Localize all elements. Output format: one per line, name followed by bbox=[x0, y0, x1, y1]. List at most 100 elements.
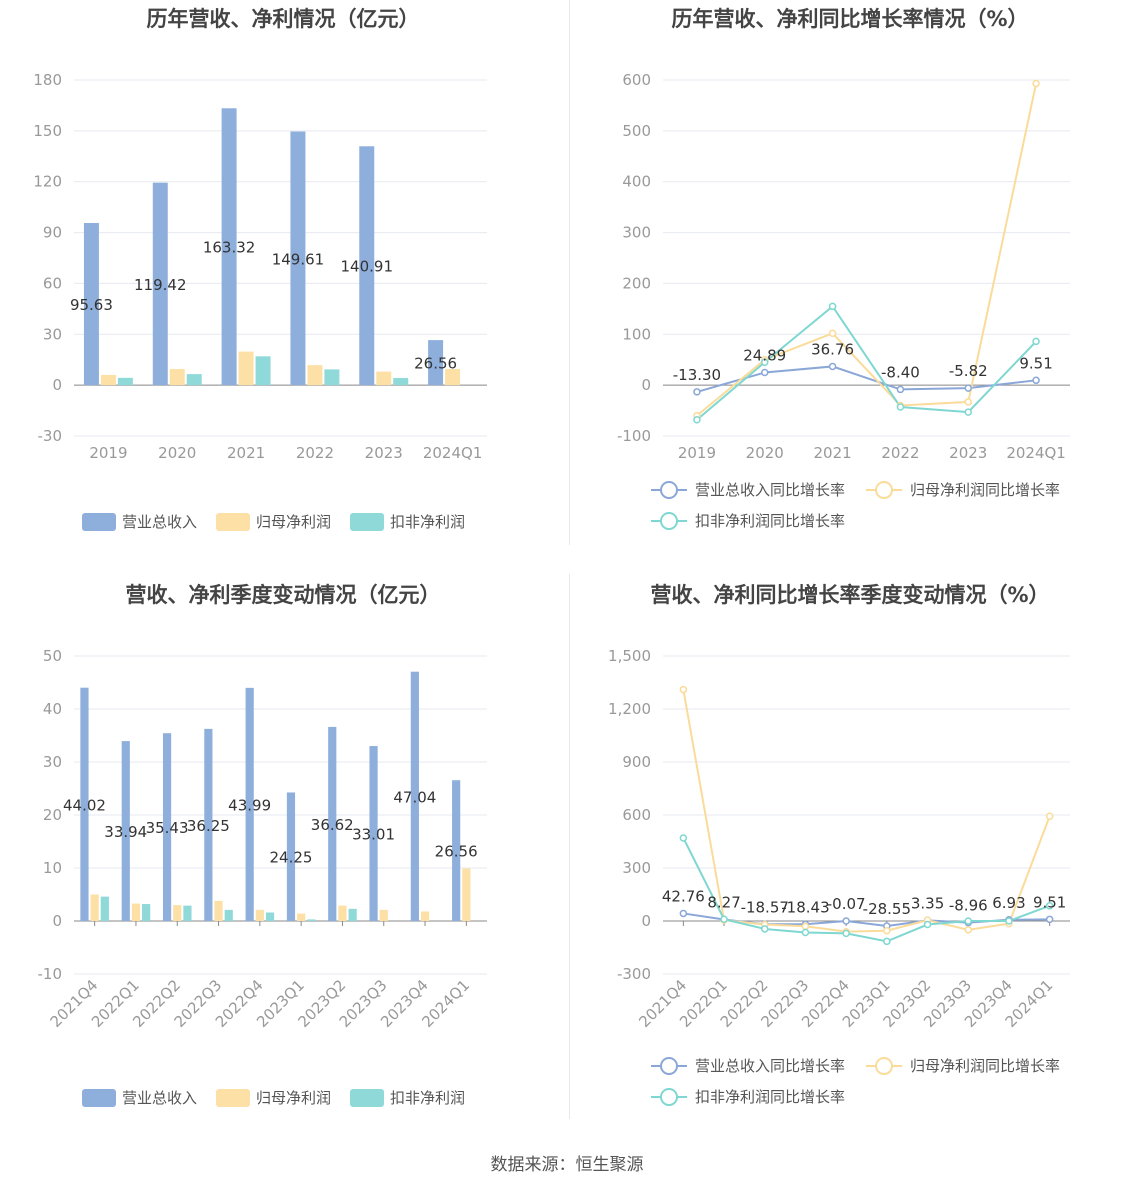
series-point bbox=[896, 385, 905, 394]
revenue-data-label: 35.43 bbox=[146, 819, 189, 837]
series-line-revenue bbox=[696, 365, 1037, 393]
y-tick-label: 180 bbox=[33, 71, 62, 89]
revenue-growth-label: -0.07 bbox=[827, 895, 866, 913]
series-point bbox=[1005, 917, 1013, 925]
bar-net-profit bbox=[338, 905, 347, 921]
legend-swatch bbox=[350, 513, 384, 531]
y-tick-label: 200 bbox=[622, 274, 651, 292]
x-tick-label: 2022 bbox=[296, 444, 334, 462]
bar-net-profit bbox=[169, 369, 185, 386]
x-tick-label: 2024Q1 bbox=[1006, 444, 1066, 462]
revenue-data-label: 26.56 bbox=[414, 355, 457, 373]
revenue-data-label: 36.62 bbox=[311, 816, 354, 834]
series-point bbox=[1045, 915, 1054, 924]
revenue-data-label: 33.01 bbox=[352, 826, 395, 844]
x-tick-label: 2024Q1 bbox=[423, 444, 483, 462]
series-point bbox=[1032, 337, 1040, 346]
bar-net-profit bbox=[462, 868, 471, 921]
legend-label: 归母净利润 bbox=[256, 513, 331, 531]
revenue-data-label: 33.94 bbox=[104, 823, 147, 841]
series-point bbox=[842, 917, 850, 925]
legend-swatch bbox=[216, 513, 250, 531]
revenue-growth-label: -28.55 bbox=[863, 900, 911, 918]
series-point bbox=[761, 358, 769, 367]
series-point bbox=[923, 920, 932, 929]
bar-net-profit bbox=[307, 365, 323, 386]
legend-label: 扣非净利润同比增长率 bbox=[695, 1088, 845, 1106]
chart-title: 历年营收、净利情况（亿元） bbox=[147, 7, 420, 31]
bar-revenue bbox=[428, 340, 444, 386]
series-point bbox=[801, 922, 810, 931]
y-tick-label: 0 bbox=[52, 376, 62, 394]
revenue-data-label: 44.02 bbox=[63, 796, 106, 814]
revenue-growth-label: -5.82 bbox=[949, 362, 988, 380]
revenue-growth-label: 6.93 bbox=[992, 894, 1025, 912]
y-tick-label: 50 bbox=[43, 647, 62, 665]
legend-swatch bbox=[82, 513, 116, 531]
y-tick-label: 10 bbox=[43, 859, 62, 877]
revenue-data-label: 36.25 bbox=[187, 817, 230, 835]
series-point bbox=[761, 368, 769, 377]
bar-net-profit bbox=[238, 351, 254, 386]
bar-net-profit bbox=[214, 900, 223, 921]
y-tick-label: -10 bbox=[38, 965, 63, 983]
series-point bbox=[828, 302, 837, 311]
legend-swatch-marker bbox=[660, 481, 678, 499]
bar-net-profit bbox=[255, 909, 264, 921]
bar-net-profit bbox=[445, 369, 461, 386]
bar-deducted-profit bbox=[100, 896, 109, 921]
series-point bbox=[679, 685, 688, 694]
x-tick-label: 2022 bbox=[881, 444, 919, 462]
legend-swatch-marker bbox=[875, 1057, 893, 1075]
bar-revenue bbox=[369, 746, 378, 921]
revenue-growth-label: -8.96 bbox=[949, 897, 988, 915]
series-point bbox=[964, 917, 972, 925]
revenue-data-label: 140.91 bbox=[341, 258, 394, 276]
chart-title: 营收、净利季度变动情况（亿元） bbox=[126, 583, 441, 607]
series-point bbox=[883, 937, 891, 946]
bar-net-profit bbox=[90, 894, 99, 921]
series-point bbox=[964, 398, 972, 406]
series-point bbox=[964, 926, 972, 934]
revenue-growth-label: 9.51 bbox=[1019, 354, 1052, 372]
series-line-deducted-profit bbox=[682, 837, 1050, 943]
legend-label: 归母净利润同比增长率 bbox=[910, 1057, 1060, 1075]
legend-label: 营业总收入同比增长率 bbox=[695, 1057, 845, 1075]
series-point bbox=[828, 362, 837, 371]
bar-revenue bbox=[162, 733, 172, 921]
legend-label: 扣非净利润同比增长率 bbox=[695, 512, 845, 530]
y-tick-label: 400 bbox=[622, 173, 651, 191]
bar-net-profit bbox=[173, 905, 182, 921]
x-tick-label: 2019 bbox=[89, 444, 127, 462]
bar-revenue bbox=[286, 792, 296, 921]
series-point bbox=[1032, 376, 1040, 385]
y-tick-label: -30 bbox=[38, 427, 63, 445]
bar-deducted-profit bbox=[324, 369, 340, 386]
series-point bbox=[828, 329, 837, 338]
revenue-growth-label: -8.40 bbox=[881, 363, 920, 381]
revenue-data-label: 24.25 bbox=[269, 849, 312, 867]
revenue-growth-label: 36.76 bbox=[811, 340, 854, 358]
data-source-note: 数据来源：恒生聚源 bbox=[490, 1155, 644, 1175]
legend-swatch bbox=[216, 1089, 250, 1107]
quarterly-revenue-profit-panel: 营收、净利季度变动情况（亿元） 50 40 30 20 10 0 -10 2021Q4 2022Q… bbox=[0, 576, 567, 1152]
bar-deducted-profit bbox=[186, 374, 202, 386]
revenue-data-label: 149.61 bbox=[272, 250, 325, 268]
revenue-data-label: 119.42 bbox=[134, 276, 187, 294]
y-tick-label: 600 bbox=[622, 806, 651, 824]
series-point bbox=[964, 408, 972, 416]
annual-revenue-profit-chart: 历年营收、净利情况（亿元） 180 150 120 90 60 30 0 -30 2019 2020… bbox=[33, 7, 487, 531]
annual-revenue-profit-panel: 历年营收、净利情况（亿元） 180 150 120 90 60 30 0 -30 2019 2020… bbox=[0, 0, 567, 576]
y-tick-label: 0 bbox=[52, 912, 62, 930]
bar-revenue bbox=[452, 780, 461, 921]
x-tick-label: 2020 bbox=[158, 444, 196, 462]
y-tick-label: 30 bbox=[43, 325, 62, 343]
y-tick-label: 900 bbox=[622, 753, 651, 771]
y-tick-label: 150 bbox=[33, 122, 62, 140]
y-tick-label: 500 bbox=[622, 122, 651, 140]
series-point bbox=[761, 925, 769, 933]
panel-divider-bottom bbox=[569, 574, 570, 1119]
legend-label: 营业总收入 bbox=[122, 1089, 197, 1107]
chart-title: 营收、净利同比增长率季度变动情况（%） bbox=[650, 583, 1049, 607]
y-tick-label: -100 bbox=[617, 427, 651, 445]
